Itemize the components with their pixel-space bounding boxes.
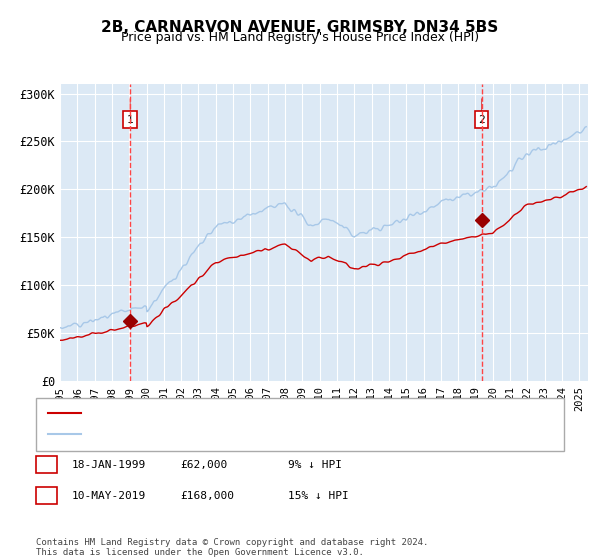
Text: Price paid vs. HM Land Registry's House Price Index (HPI): Price paid vs. HM Land Registry's House …	[121, 31, 479, 44]
Text: £168,000: £168,000	[180, 491, 234, 501]
Text: 2: 2	[478, 115, 485, 125]
Text: 1: 1	[43, 460, 50, 470]
Text: 9% ↓ HPI: 9% ↓ HPI	[288, 460, 342, 470]
Text: Contains HM Land Registry data © Crown copyright and database right 2024.
This d: Contains HM Land Registry data © Crown c…	[36, 538, 428, 557]
Text: HPI: Average price, detached house, North East Lincolnshire: HPI: Average price, detached house, Nort…	[87, 429, 456, 439]
Text: 2: 2	[43, 491, 50, 501]
Text: 15% ↓ HPI: 15% ↓ HPI	[288, 491, 349, 501]
Text: 2B, CARNARVON AVENUE, GRIMSBY, DN34 5BS (detached house): 2B, CARNARVON AVENUE, GRIMSBY, DN34 5BS …	[87, 408, 437, 418]
Text: 18-JAN-1999: 18-JAN-1999	[72, 460, 146, 470]
Text: 10-MAY-2019: 10-MAY-2019	[72, 491, 146, 501]
Text: 2B, CARNARVON AVENUE, GRIMSBY, DN34 5BS: 2B, CARNARVON AVENUE, GRIMSBY, DN34 5BS	[101, 20, 499, 35]
Text: 1: 1	[127, 115, 133, 125]
Text: £62,000: £62,000	[180, 460, 227, 470]
